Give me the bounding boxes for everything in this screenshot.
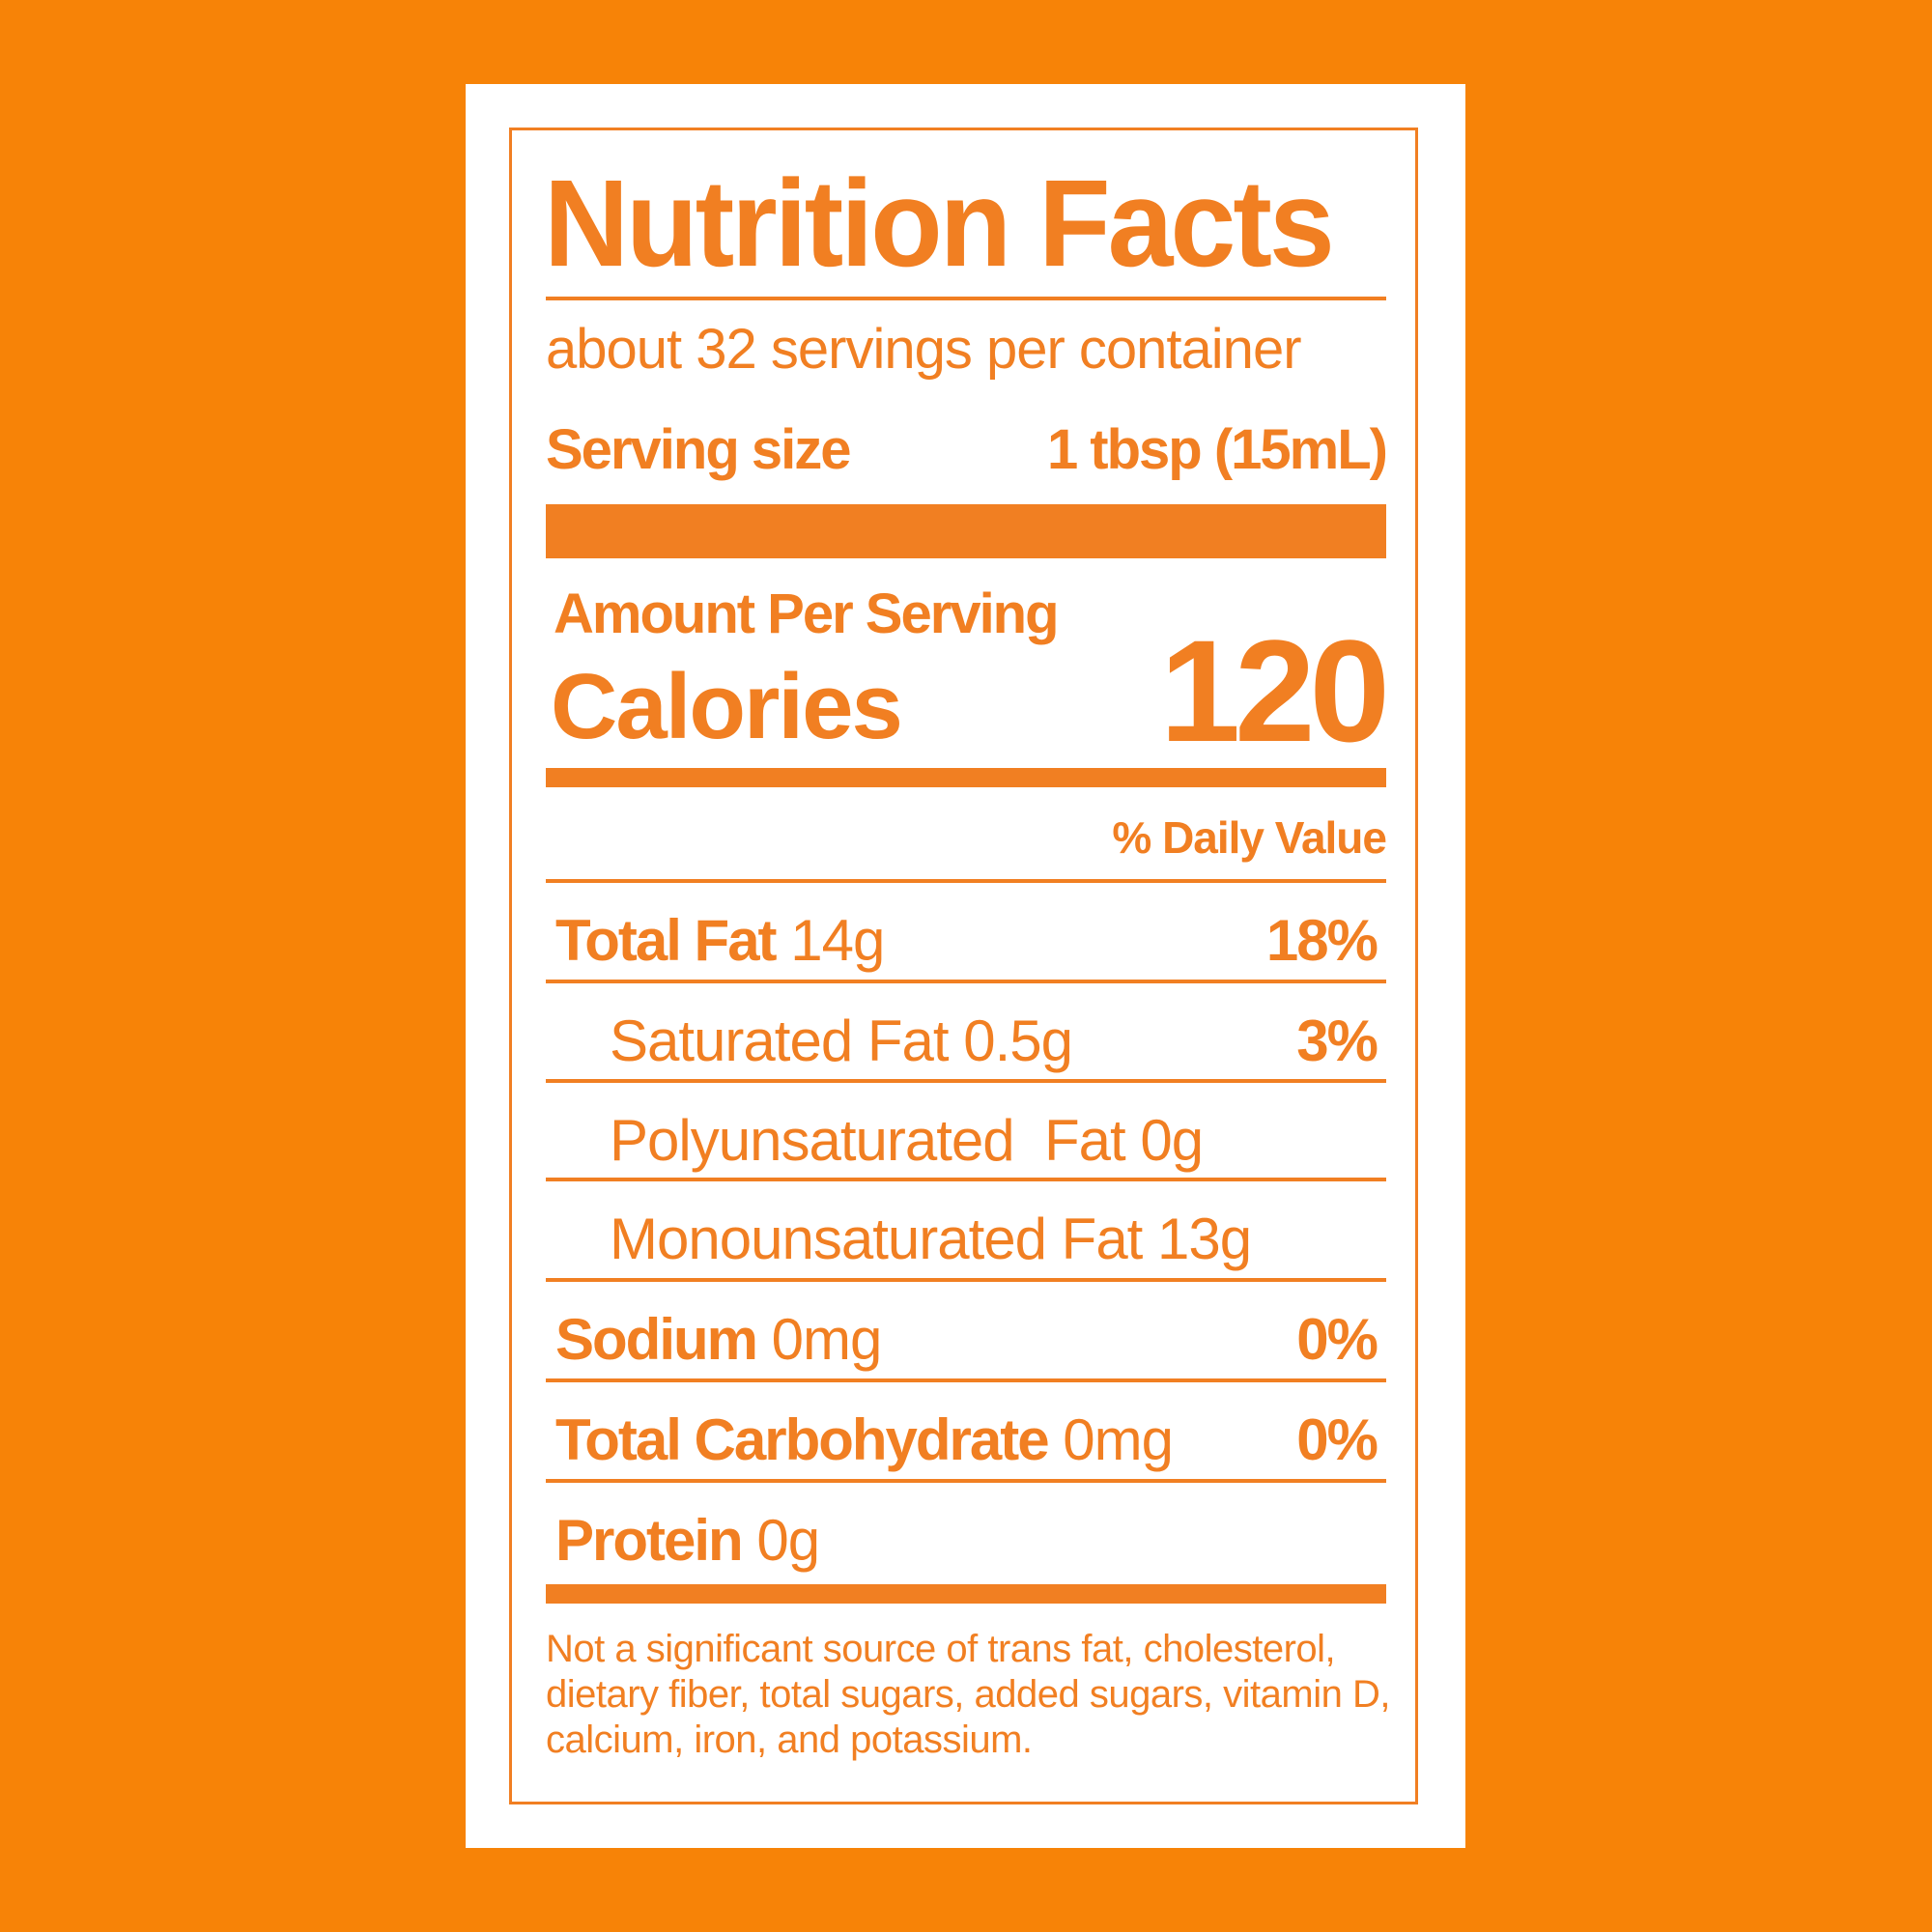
nutrient-daily-value: 18%: [1265, 908, 1378, 973]
nutrient-daily-value: 0%: [1296, 1307, 1378, 1372]
nutrient-name: Monounsaturated Fat 13g: [610, 1207, 1252, 1271]
nutrient-daily-value: 0%: [1296, 1407, 1378, 1472]
divider: [546, 1178, 1386, 1181]
nutrient-daily-value: 3%: [1296, 1009, 1378, 1073]
thick-divider: [546, 504, 1386, 558]
nutrient-row-monounsaturated-fat: Monounsaturated Fat 13g: [546, 1181, 1386, 1278]
serving-size-value: 1 tbsp (15mL): [1046, 418, 1388, 481]
nutrient-row-saturated-fat: Saturated Fat 0.5g 3%: [546, 983, 1386, 1080]
label-title: Nutrition Facts: [544, 154, 1335, 293]
daily-value-header: % Daily Value: [1112, 812, 1387, 863]
divider: [546, 879, 1386, 883]
nutrient-row-sodium: Sodium 0mg 0%: [546, 1282, 1386, 1378]
divider: [546, 1278, 1386, 1282]
medium-divider: [546, 768, 1386, 787]
calories-value: 120: [1159, 610, 1390, 772]
nutrient-name: Polyunsaturated Fat 0g: [610, 1108, 1204, 1173]
nutrient-name: Saturated Fat 0.5g: [610, 1009, 1073, 1073]
amount-per-serving-label: Amount Per Serving: [554, 582, 1060, 645]
footnote: Not a significant source of trans fat, c…: [546, 1628, 1390, 1761]
calories-label: Calories: [551, 655, 903, 758]
divider: [546, 980, 1386, 983]
divider: [546, 297, 1386, 300]
medium-divider: [546, 1584, 1386, 1604]
divider: [546, 1079, 1386, 1083]
label-border: [509, 128, 1418, 1804]
servings-per-container: about 32 servings per container: [546, 318, 1302, 381]
nutrition-label-card: Nutrition Facts about 32 servings per co…: [466, 84, 1465, 1848]
nutrient-name: Protein 0g: [555, 1508, 820, 1573]
nutrient-row-total-fat: Total Fat 14g 18%: [546, 883, 1386, 980]
serving-size-label: Serving size: [546, 418, 851, 481]
nutrient-name: Sodium 0mg: [555, 1307, 882, 1372]
nutrient-row-polyunsaturated-fat: Polyunsaturated Fat 0g: [546, 1083, 1386, 1179]
divider: [546, 1378, 1386, 1382]
nutrient-row-protein: Protein 0g: [546, 1483, 1386, 1579]
nutrient-row-total-carbohydrate: Total Carbohydrate 0mg 0%: [546, 1382, 1386, 1479]
nutrient-name: Total Fat 14g: [555, 908, 885, 973]
divider: [546, 1479, 1386, 1483]
nutrient-name: Total Carbohydrate 0mg: [555, 1407, 1174, 1472]
